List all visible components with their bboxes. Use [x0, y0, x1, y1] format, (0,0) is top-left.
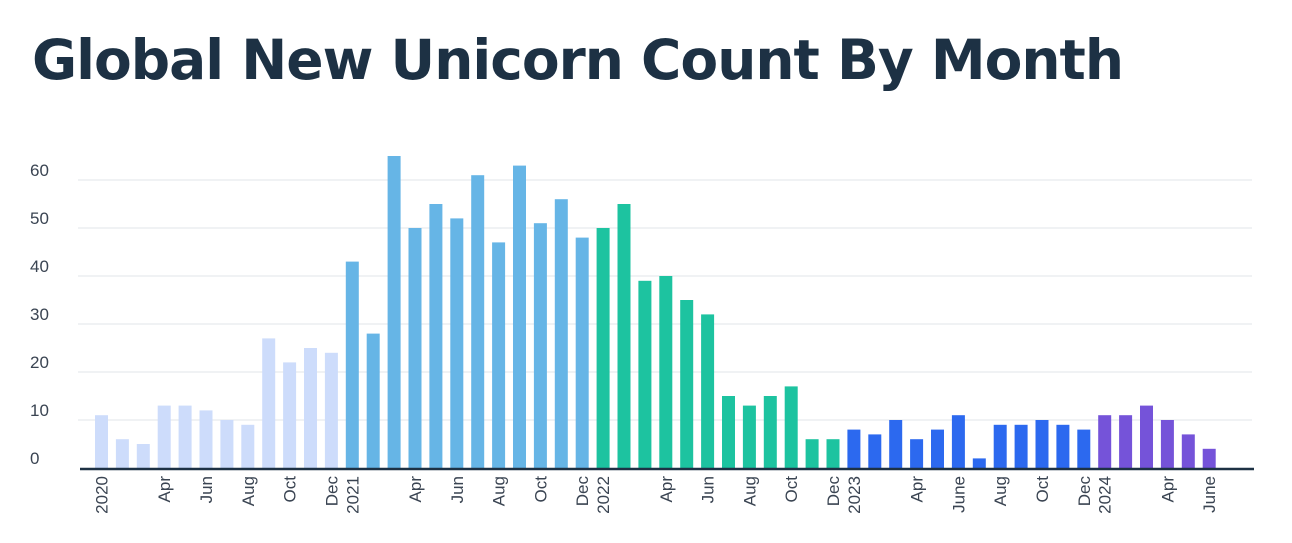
bar-2023-11 — [1056, 424, 1070, 468]
x-tick-label: Aug — [239, 476, 258, 506]
y-tick-label: 50 — [30, 209, 49, 228]
x-tick-label: Apr — [1158, 476, 1177, 503]
bar-2020-01 — [95, 415, 108, 468]
bar-2021-04 — [408, 228, 422, 468]
x-tick-label: Dec — [824, 476, 843, 507]
x-tick-label: 2024 — [1096, 476, 1115, 514]
bar-2023-07 — [972, 458, 986, 468]
bar-2021-10 — [533, 223, 547, 468]
bar-2020-12 — [324, 352, 338, 468]
x-tick-label: June — [949, 476, 968, 513]
x-tick-label: Jun — [699, 476, 718, 503]
bar-2020-06 — [199, 410, 213, 468]
x-tick-label: Apr — [155, 476, 174, 503]
x-tick-label: Oct — [281, 476, 300, 503]
x-tick-label: Aug — [740, 476, 759, 506]
x-tick-label: Dec — [1075, 476, 1094, 507]
x-tick-label: Jun — [197, 476, 216, 503]
bar-2024-01 — [1098, 415, 1112, 468]
bar-2022-09 — [763, 396, 777, 468]
bar-2022-10 — [784, 386, 798, 468]
bar-2023-10 — [1035, 420, 1049, 468]
bar-2022-01 — [596, 228, 610, 468]
bar-2020-07 — [220, 420, 234, 468]
x-tick-label: Oct — [531, 476, 550, 503]
bar-2022-03 — [638, 280, 652, 468]
bar-2021-11 — [554, 199, 568, 468]
bar-2021-12 — [575, 237, 589, 468]
x-tick-label: Oct — [1033, 476, 1052, 503]
bar-2021-02 — [366, 333, 380, 468]
x-tick-label: Apr — [657, 476, 676, 503]
bar-2021-03 — [387, 156, 401, 468]
bar-2020-08 — [241, 424, 255, 468]
x-tick-label: 2023 — [845, 476, 864, 514]
bar-2023-05 — [931, 429, 944, 468]
bar-2024-02 — [1119, 415, 1133, 468]
x-tick-label: Apr — [406, 476, 425, 503]
bar-2021-08 — [492, 242, 506, 468]
x-tick-label: 2022 — [594, 476, 613, 514]
bar-2020-02 — [115, 439, 129, 468]
bar-2023-02 — [868, 434, 882, 468]
bar-2021-06 — [450, 218, 464, 468]
bar-2022-07 — [722, 396, 735, 468]
y-tick-label: 60 — [30, 161, 49, 180]
bar-2021-09 — [513, 165, 526, 468]
bar-2022-04 — [659, 276, 673, 468]
bars — [95, 156, 1216, 468]
bar-2020-09 — [262, 338, 276, 468]
bar-2023-09 — [1014, 424, 1028, 468]
bar-2020-10 — [283, 362, 297, 468]
bar-2023-06 — [951, 415, 965, 468]
y-tick-label: 10 — [30, 401, 49, 420]
x-tick-label: Oct — [782, 476, 801, 503]
x-tick-label: June — [1200, 476, 1219, 513]
bar-2023-01 — [847, 429, 861, 468]
y-tick-label: 40 — [30, 257, 49, 276]
bar-2023-12 — [1077, 429, 1091, 468]
y-tick-label: 20 — [30, 353, 49, 372]
bar-2022-05 — [680, 300, 694, 468]
bar-2023-04 — [910, 439, 924, 468]
bar-2023-03 — [889, 420, 903, 468]
bar-2023-08 — [993, 424, 1007, 468]
bar-2021-01 — [345, 261, 359, 468]
x-tick-label: Dec — [573, 476, 592, 507]
x-tick-label: Jun — [448, 476, 467, 503]
bar-2024-06 — [1202, 448, 1216, 468]
x-tick-label: 2020 — [93, 476, 112, 514]
bar-2022-02 — [617, 204, 631, 468]
y-axis-ticks: 0 10 20 30 40 50 60 — [30, 161, 49, 468]
x-tick-label: Apr — [908, 476, 927, 503]
bar-2024-05 — [1181, 434, 1195, 468]
bar-2021-05 — [429, 204, 443, 468]
x-tick-label: 2021 — [343, 476, 362, 514]
y-tick-label: 0 — [30, 449, 39, 468]
x-axis-ticks: 2020 Apr Jun Aug Oct Dec 2021 Apr Jun Aug Oct Dec 20… — [93, 476, 1220, 514]
bar-2024-03 — [1140, 405, 1153, 468]
bar-2022-06 — [701, 314, 715, 468]
bar-2024-04 — [1160, 420, 1174, 468]
x-tick-label: Aug — [991, 476, 1010, 506]
bar-2022-12 — [826, 439, 840, 468]
chart-title: Global New Unicorn Count By Month — [32, 28, 1124, 92]
bar-2020-04 — [157, 405, 171, 468]
bar-2021-07 — [471, 175, 485, 468]
bar-2022-11 — [805, 439, 819, 468]
x-tick-label: Aug — [490, 476, 509, 506]
bar-2020-03 — [136, 444, 150, 468]
x-tick-label: Dec — [322, 476, 341, 507]
y-tick-label: 30 — [30, 305, 49, 324]
bar-2020-11 — [304, 348, 317, 468]
bar-2020-05 — [178, 405, 192, 468]
bar-2022-08 — [742, 405, 756, 468]
